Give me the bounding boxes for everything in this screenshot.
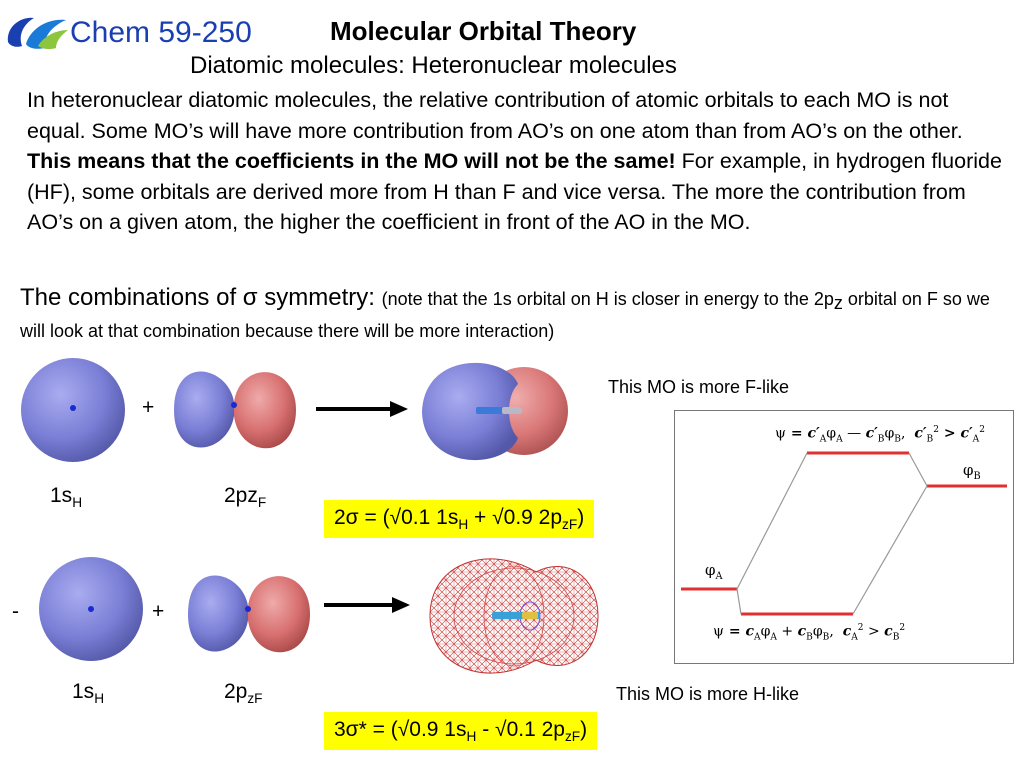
minus-operator-row2: - bbox=[12, 600, 19, 623]
plus-operator-row1: + bbox=[142, 396, 155, 419]
mo-2sigma-image bbox=[422, 362, 568, 461]
connector-a-top bbox=[736, 452, 808, 590]
label-2pz-f-row1: 2pzF bbox=[224, 484, 267, 511]
orbital-1s-h-row1 bbox=[21, 358, 125, 462]
antibonding-equation: ψ = c′AφA — c′BφB, c′B2 > c′A2 bbox=[775, 425, 985, 445]
sigma-heading: The combinations of σ symmetry: (note th… bbox=[20, 284, 1015, 347]
intro-text-1: In heteronuclear diatomic molecules, the… bbox=[27, 88, 963, 143]
mo-energy-diagram: ψ = c′AφA — c′BφB, c′B2 > c′A2 φB φA ψ =… bbox=[674, 410, 1014, 664]
phi-b-label: φB bbox=[963, 461, 981, 482]
connector-a-bottom bbox=[736, 588, 742, 615]
sigma-heading-main-suffix: symmetry: bbox=[257, 284, 382, 311]
orbital-2pz-f-row1 bbox=[174, 371, 296, 449]
equation-3sigma-star: 3σ* = (√0.9 1sH - √0.1 2pzF) bbox=[324, 712, 598, 751]
arrow-row1 bbox=[316, 401, 408, 417]
connector-b-bottom bbox=[852, 485, 928, 615]
sigma-note-prefix: (note that the 1s orbital on H is closer… bbox=[381, 289, 834, 309]
note-h-like: This MO is more H-like bbox=[616, 684, 800, 704]
mo-energy-diagram-lines bbox=[681, 451, 1007, 616]
intro-bold-text: This means that the coefficients in the … bbox=[27, 149, 676, 173]
sigma-symbol: σ bbox=[242, 284, 258, 311]
equation-2sigma: 2σ = (√0.1 1sH + √0.9 2pzF) bbox=[324, 500, 595, 539]
intro-text-2: For example, in hydrogen fluoride (HF), … bbox=[27, 149, 1002, 234]
arrow-row2 bbox=[324, 597, 410, 613]
connector-b-top bbox=[908, 452, 928, 487]
mo-3sigma-star-image bbox=[429, 558, 599, 674]
orbital-2pz-f-row2 bbox=[188, 575, 310, 653]
label-1s-h-row2: 1sH bbox=[72, 680, 105, 707]
course-title: Chem 59-250 bbox=[70, 16, 252, 49]
sigma-heading-main-prefix: The combinations of bbox=[20, 284, 243, 311]
sigma-note-sub: z bbox=[833, 293, 843, 314]
label-2pz-f-row2: 2pzF bbox=[224, 680, 263, 707]
slide-subtitle: Diatomic molecules: Heteronuclear molecu… bbox=[190, 52, 677, 79]
orbital-1s-h-row2 bbox=[39, 557, 143, 661]
sigma-note-suffix: orbital on F so we will look at that com… bbox=[20, 289, 990, 342]
label-1s-h-row1: 1sH bbox=[50, 484, 83, 511]
phi-a-label: φA bbox=[705, 561, 723, 582]
note-f-like: This MO is more F-like bbox=[608, 377, 790, 397]
logo bbox=[7, 17, 68, 50]
intro-paragraph: In heteronuclear diatomic molecules, the… bbox=[27, 85, 1002, 238]
slide-title: Molecular Orbital Theory bbox=[330, 16, 637, 46]
bonding-equation: ψ = cAφA + cBφB, cA2 > cB2 bbox=[713, 623, 906, 643]
plus-operator-row2: + bbox=[152, 600, 165, 623]
